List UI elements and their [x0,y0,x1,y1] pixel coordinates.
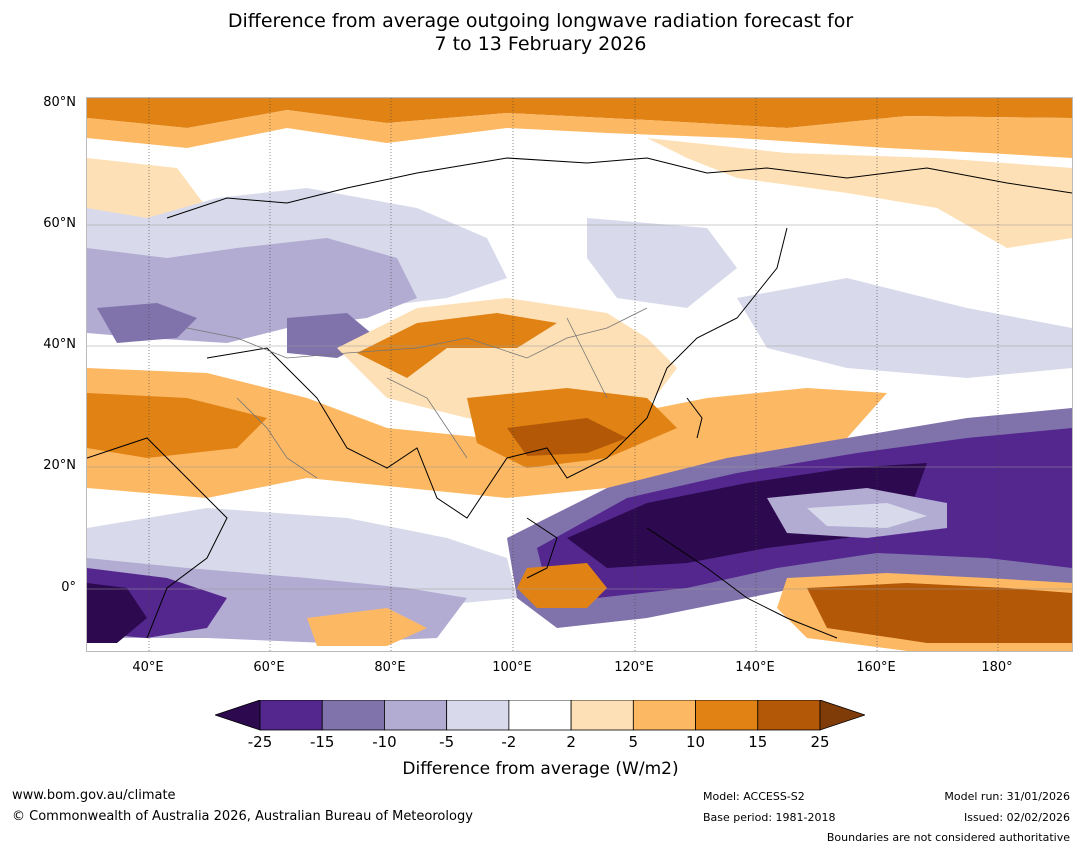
anomaly-region-south-asia-light-orange [87,368,887,498]
colorbar-swatch [570,700,634,731]
colorbar-swatch [508,700,572,731]
colorbar-tick-label: 10 [686,733,706,751]
lon-label-60e: 60°E [253,660,285,675]
lon-label-80e: 80°E [374,660,406,675]
anomaly-region-arctic-light-orange [87,110,1072,158]
anomaly-region-arctic-orange [87,98,1072,128]
colorbar-arrow-high [819,700,865,731]
title-line-2: 7 to 13 February 2026 [434,33,647,55]
anomaly-region-maritime-continent-deepest-purple [567,463,927,568]
footer-copyright: © Commonwealth of Australia 2026, Austra… [12,809,473,824]
colorbar-swatches [215,700,865,731]
anomaly-region-europe-purple [97,303,197,343]
colorbar-tick-label: 15 [748,733,768,751]
meridians [148,98,999,651]
colorbar-tick-label: 5 [628,733,639,751]
lon-label-180: 180° [981,660,1013,675]
anomaly-region-china-dark-orange [507,418,627,456]
colorbar-tick-label: -15 [309,733,335,751]
graticule [87,98,1072,590]
olr-anomaly-map [86,97,1073,652]
anomaly-region-arabia-orange [87,393,267,458]
anomaly-region-siberia-pale [647,138,1072,248]
colorbar-tick-label: 2 [566,733,576,751]
colorbar-swatch [259,700,323,731]
lat-label-60n: 60°N [43,216,76,231]
colorbar-swatch [384,700,448,731]
map-title: Difference from average outgoing longwav… [0,10,1081,56]
colorbar-tick-label: -5 [439,733,455,751]
footer-model-run: Model run: 31/01/2026 [944,790,1070,803]
colorbar-swatch [321,700,385,731]
lon-label-140e: 140°E [735,660,775,675]
lon-label-120e: 120°E [614,660,654,675]
colorbar-tick-label: 25 [810,733,830,751]
footer-issued: Issued: 02/02/2026 [963,811,1070,824]
footer-disclaimer: Boundaries are not considered authoritat… [826,831,1070,844]
lat-label-40n: 40°N [43,337,76,352]
anomaly-region-tibet-orange [357,313,557,378]
colorbar-swatch [695,700,759,731]
title-line-1: Difference from average outgoing longwav… [227,10,854,32]
coastlines [87,157,1072,639]
country-borders [186,307,648,479]
anomaly-region-south-indian-ocean-orange [307,608,427,646]
colorbar-swatch [632,700,696,731]
lat-label-0: 0° [61,580,76,595]
footer-base-period: Base period: 1981-2018 [703,811,836,824]
anomaly-region-sw-pacific-dark-orange [807,583,1072,643]
colorbar-arrow-low [215,700,261,731]
colorbar-tick-label: -10 [372,733,397,751]
lat-label-80n: 80°N [43,95,76,110]
lon-label-160e: 160°E [856,660,896,675]
colorbar-tick-label: -25 [247,733,273,751]
colorbar-swatch [757,700,821,731]
footer-url[interactable]: www.bom.gov.au/climate [12,788,176,803]
colorbar-tick-label: -2 [501,733,517,751]
anomaly-region-java-sea-orange [517,563,607,608]
map-svg [87,98,1072,651]
footer-model: Model: ACCESS-S2 [703,790,805,803]
colorbar [215,700,865,731]
lat-label-20n: 20°N [43,458,76,473]
lon-label-100e: 100°E [492,660,532,675]
anomaly-region-north-pacific-lavender [737,278,1072,378]
colorbar-title: Difference from average (W/m2) [402,759,679,779]
lon-label-40e: 40°E [132,660,164,675]
anomaly-region-mongolia-lavender [587,218,737,308]
anomaly-region-africa-deep-purple [87,583,147,643]
anomaly-region-pacific-lavender-core [807,503,927,528]
colorbar-swatch [446,700,510,731]
